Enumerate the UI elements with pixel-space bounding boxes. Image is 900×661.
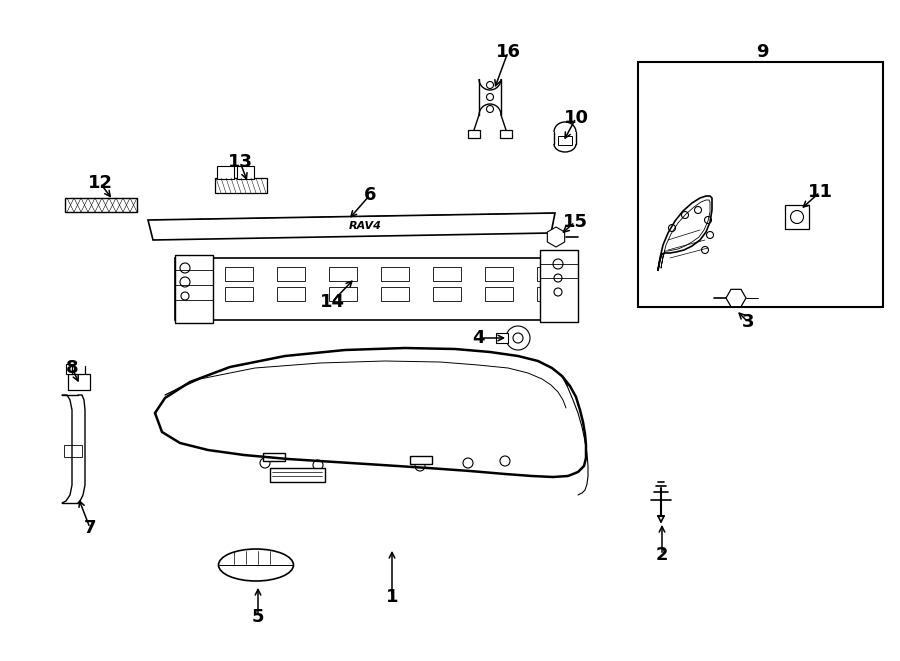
Text: RAV4: RAV4 (348, 221, 382, 231)
Circle shape (790, 210, 804, 223)
Circle shape (180, 263, 190, 273)
Bar (485, 267, 513, 281)
Bar (381, 287, 409, 301)
Bar (217, 166, 234, 179)
Text: 8: 8 (66, 359, 78, 377)
Bar (468, 130, 480, 138)
Bar (237, 166, 254, 179)
Circle shape (463, 458, 473, 468)
Bar (496, 333, 508, 343)
Bar (175, 258, 575, 320)
Bar (225, 267, 253, 281)
Text: 14: 14 (320, 293, 345, 311)
Text: 2: 2 (656, 546, 668, 564)
Bar (433, 287, 461, 301)
Circle shape (487, 93, 493, 100)
Text: 1: 1 (386, 588, 398, 606)
Bar (277, 267, 305, 281)
Circle shape (487, 106, 493, 112)
Circle shape (701, 247, 708, 254)
Bar (540, 250, 578, 322)
Text: 12: 12 (87, 174, 112, 192)
Polygon shape (547, 227, 564, 247)
Text: 5: 5 (252, 608, 265, 626)
Bar (329, 287, 357, 301)
Text: 11: 11 (807, 183, 833, 201)
Bar (66, 364, 74, 374)
Polygon shape (148, 213, 555, 240)
Text: 6: 6 (364, 186, 376, 204)
Text: 15: 15 (562, 213, 588, 231)
Circle shape (313, 460, 323, 470)
Text: 10: 10 (563, 109, 589, 127)
Circle shape (513, 333, 523, 343)
Bar (263, 453, 285, 461)
Ellipse shape (219, 549, 293, 581)
Text: 16: 16 (496, 43, 520, 61)
Bar (277, 287, 305, 301)
Circle shape (705, 217, 712, 223)
Circle shape (415, 461, 425, 471)
Bar (68, 374, 90, 390)
Bar (329, 267, 357, 281)
Circle shape (695, 206, 701, 214)
Circle shape (506, 326, 530, 350)
Circle shape (181, 292, 189, 300)
Circle shape (669, 225, 676, 231)
Bar (500, 130, 512, 138)
Circle shape (681, 212, 688, 219)
Bar (433, 267, 461, 281)
Circle shape (180, 277, 190, 287)
Bar (381, 267, 409, 281)
Bar (64, 445, 82, 457)
Circle shape (500, 456, 510, 466)
Circle shape (554, 288, 562, 296)
Bar (65, 198, 137, 212)
Text: 3: 3 (742, 313, 754, 331)
Circle shape (487, 81, 493, 89)
Circle shape (706, 231, 714, 239)
Bar (638, 62, 883, 307)
Bar (485, 287, 513, 301)
Bar (410, 456, 432, 464)
Bar (225, 287, 253, 301)
Text: 9: 9 (756, 43, 769, 61)
Bar (215, 178, 267, 193)
Bar (785, 205, 809, 229)
Text: 13: 13 (228, 153, 253, 171)
Bar (270, 468, 325, 482)
Bar (175, 255, 213, 323)
Circle shape (553, 259, 563, 269)
Polygon shape (726, 290, 746, 307)
Bar (537, 287, 565, 301)
Bar (558, 136, 572, 145)
Circle shape (554, 274, 562, 282)
Text: 7: 7 (84, 519, 96, 537)
Text: 4: 4 (472, 329, 484, 347)
Circle shape (260, 458, 270, 468)
Bar (537, 267, 565, 281)
